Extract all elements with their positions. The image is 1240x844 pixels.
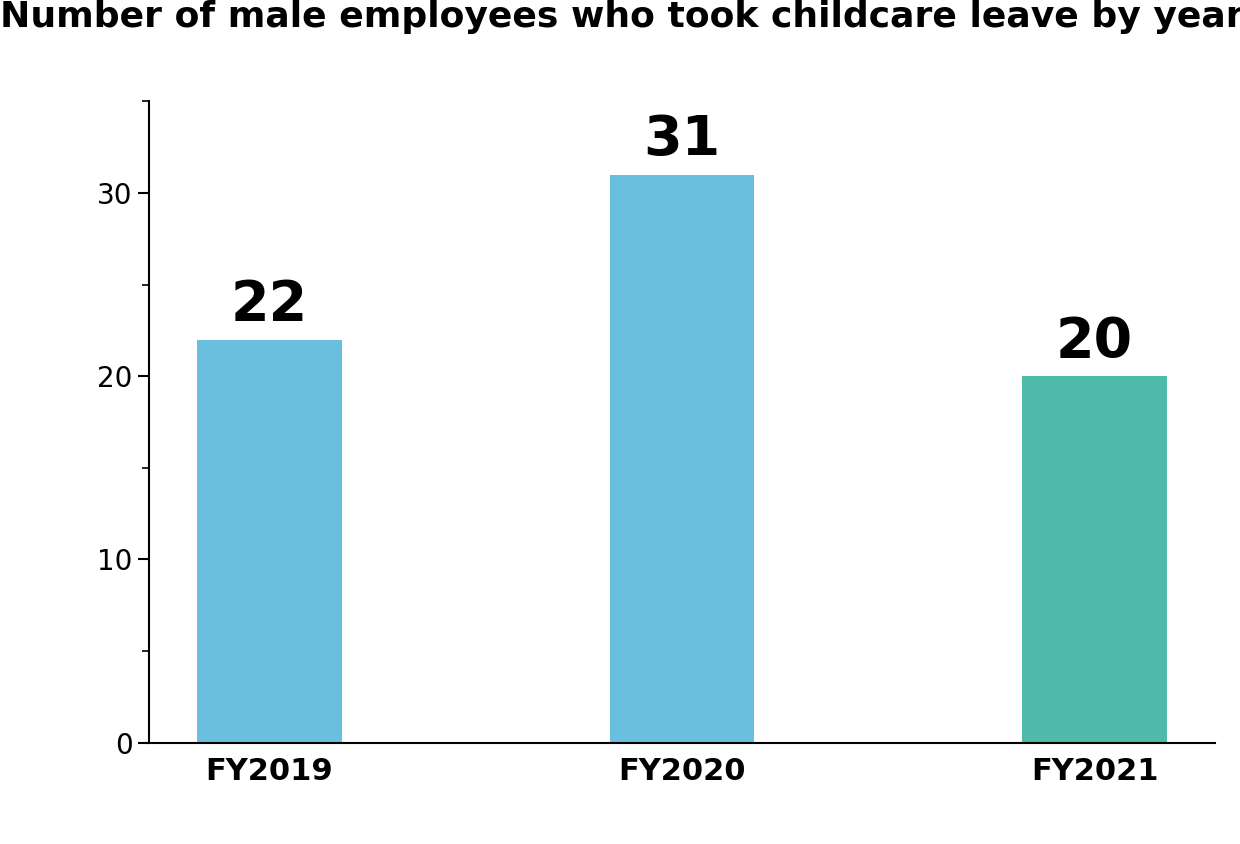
Text: 31: 31 — [644, 113, 720, 167]
Bar — [1022, 376, 1167, 743]
Bar — [197, 339, 342, 743]
Bar — [610, 175, 754, 743]
Text: 22: 22 — [231, 279, 308, 333]
Text: Number of male employees who took childcare leave by year: Number of male employees who took childc… — [0, 0, 1240, 34]
Text: 20: 20 — [1056, 315, 1133, 369]
